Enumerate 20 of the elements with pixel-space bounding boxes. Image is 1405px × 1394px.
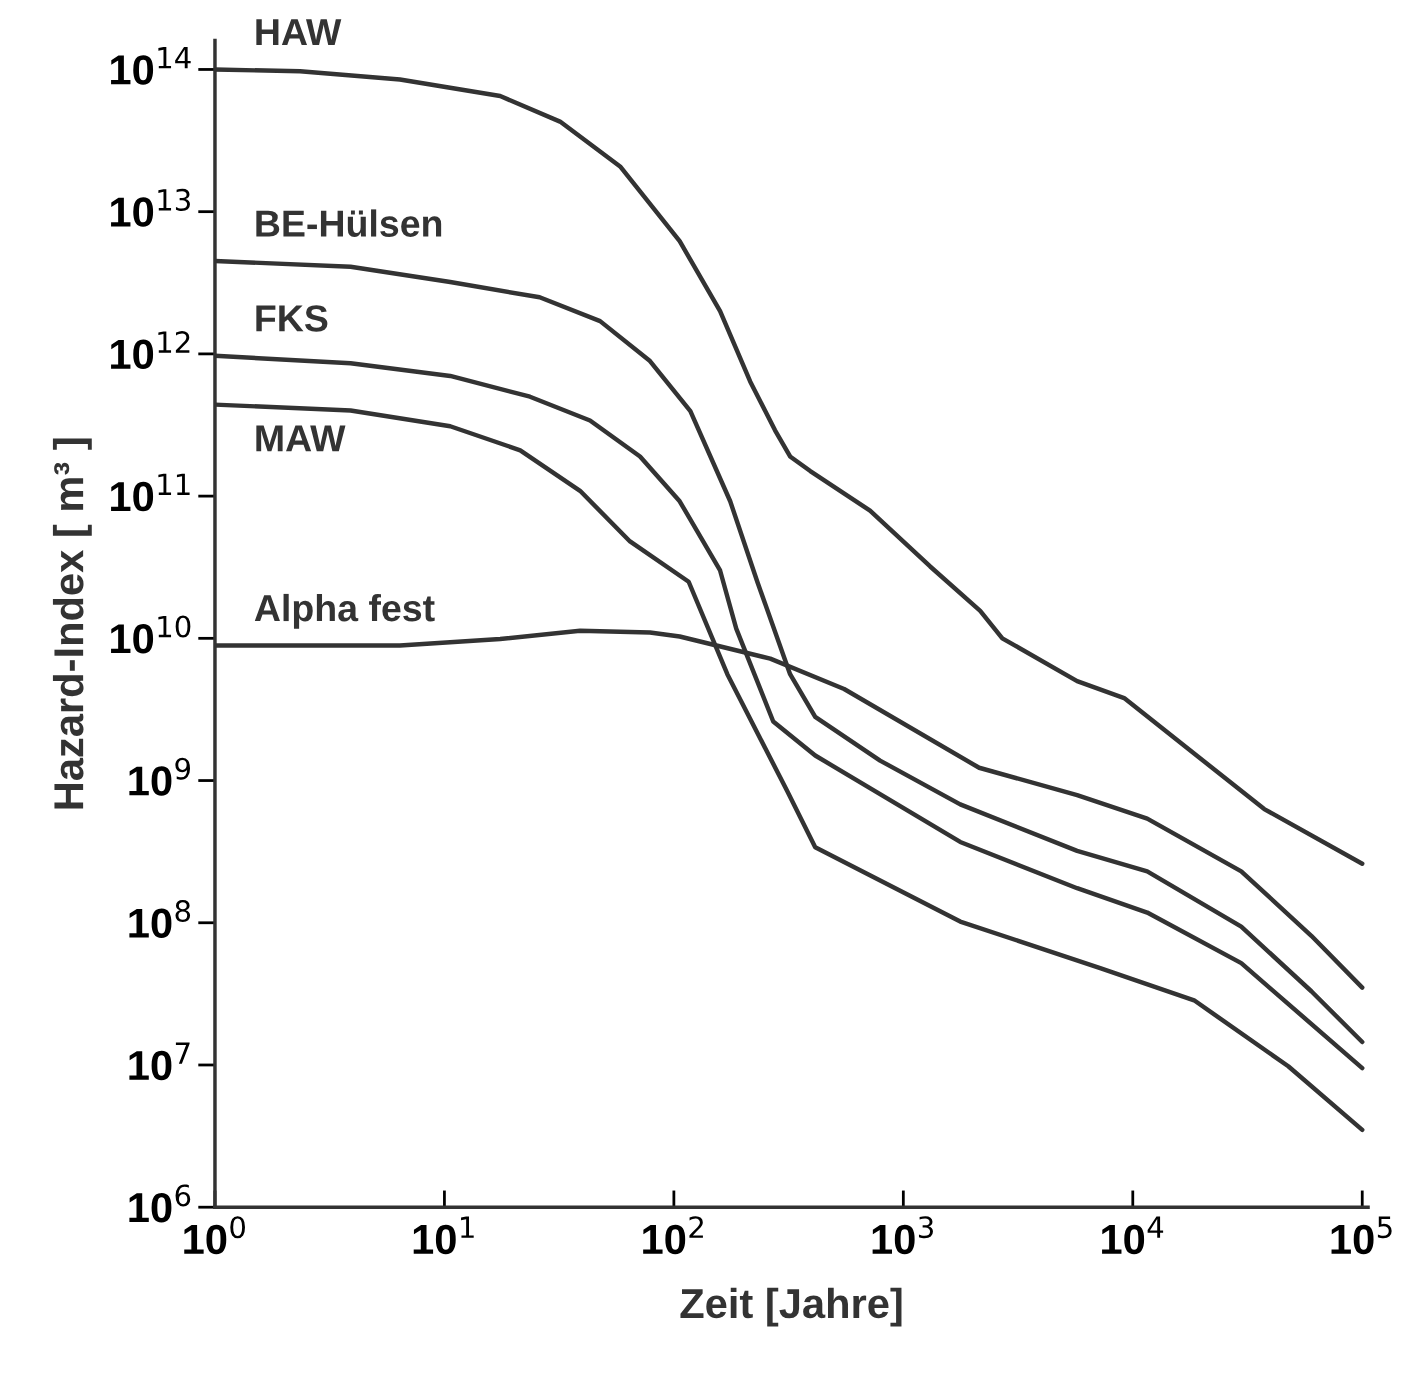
y-tick-label: 10$^{7}$ <box>129 1042 190 1081</box>
y-tick-label: 10$^{13}$ <box>111 188 190 227</box>
y-tick-label: 10$^{8}$ <box>129 899 191 938</box>
y-axis-title: Hazard-Index [ m³ ] <box>52 438 92 809</box>
x-tick-label: 10$^{1}$ <box>413 1216 474 1255</box>
x-tick-label: 10$^{2}$ <box>643 1216 703 1255</box>
y-tick-label: 10$^{14}$ <box>111 47 191 85</box>
y-tick-label: 10$^{10}$ <box>111 615 191 654</box>
y-tick-label: 10$^{9}$ <box>129 757 191 796</box>
x-tick-label: 10$^{5}$ <box>1331 1216 1392 1255</box>
x-axis-title: Zeit [Jahre] <box>680 1287 902 1327</box>
x-tick-label: 10$^{4}$ <box>1102 1216 1164 1255</box>
series-label: MAW <box>256 425 346 452</box>
y-tick-label: 10$^{11}$ <box>111 473 190 512</box>
series-label: Alpha fest <box>254 593 435 629</box>
series-label: HAW <box>256 19 342 46</box>
y-tick-label: 10$^{12}$ <box>111 331 190 370</box>
series-label: FKS <box>256 305 328 332</box>
series-label: BE-Hülsen <box>256 209 442 237</box>
x-tick-label: 10$^{3}$ <box>872 1216 933 1255</box>
